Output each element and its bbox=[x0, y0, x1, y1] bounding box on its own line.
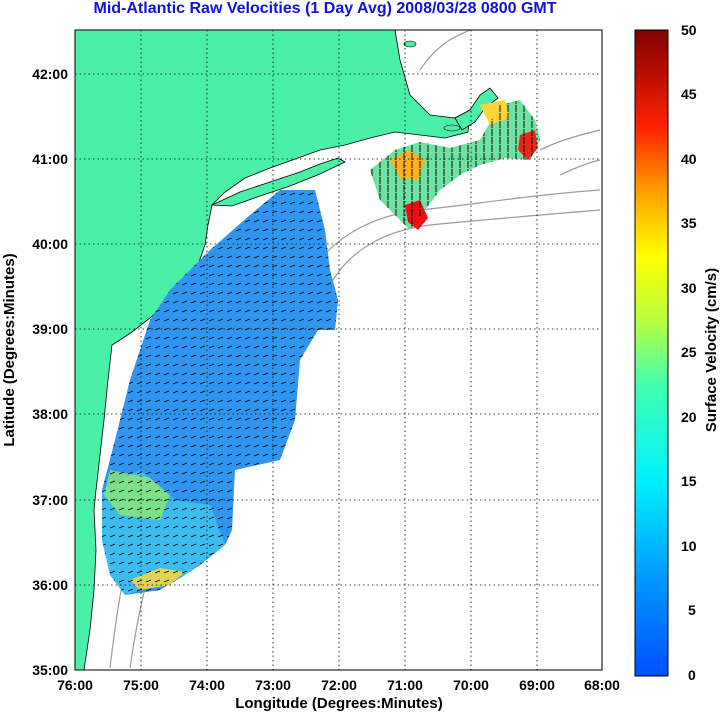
map-title: Mid-Atlantic Raw Velocities (1 Day Avg) … bbox=[93, 0, 557, 17]
colorbar bbox=[634, 29, 669, 677]
x-tick-label: 74:00 bbox=[189, 677, 225, 693]
colorbar-tick-label: 5 bbox=[688, 602, 696, 618]
velocity-field-south-arrows bbox=[102, 190, 338, 595]
x-tick-label: 70:00 bbox=[453, 677, 489, 693]
colorbar-tick-label: 30 bbox=[681, 280, 697, 296]
x-axis-ticks: 76:00 75:00 74:00 73:00 72:00 71:00 70:0… bbox=[57, 677, 620, 693]
y-tick-label: 39:00 bbox=[32, 321, 68, 337]
x-tick-label: 71:00 bbox=[387, 677, 423, 693]
long-island bbox=[211, 157, 346, 207]
colorbar-tick-label: 20 bbox=[681, 409, 697, 425]
colorbar-tick-label: 0 bbox=[688, 667, 696, 683]
x-tick-label: 75:00 bbox=[123, 677, 159, 693]
y-tick-label: 42:00 bbox=[32, 66, 68, 82]
colorbar-tick-label: 35 bbox=[681, 215, 697, 231]
colorbar-tick-label: 40 bbox=[681, 151, 697, 167]
y-tick-label: 38:00 bbox=[32, 406, 68, 422]
y-tick-label: 40:00 bbox=[32, 236, 68, 252]
y-axis-ticks: 42:00 41:00 40:00 39:00 38:00 37:00 36:0… bbox=[32, 66, 68, 678]
x-tick-label: 76:00 bbox=[57, 677, 93, 693]
grid-lines bbox=[75, 30, 602, 670]
colorbar-tick-label: 45 bbox=[681, 86, 697, 102]
colorbar-tick-label: 15 bbox=[681, 473, 697, 489]
island bbox=[443, 124, 461, 132]
x-axis-label: Longitude (Degrees:Minutes) bbox=[235, 695, 443, 712]
x-tick-label: 73:00 bbox=[255, 677, 291, 693]
y-tick-label: 36:00 bbox=[32, 577, 68, 593]
x-tick-label: 68:00 bbox=[584, 677, 620, 693]
map-layers bbox=[75, 30, 601, 670]
y-tick-label: 41:00 bbox=[32, 151, 68, 167]
colorbar-label: Surface Velocity (cm/s) bbox=[703, 268, 720, 432]
y-tick-label: 35:00 bbox=[32, 662, 68, 678]
y-axis-label: Latitude (Degrees:Minutes) bbox=[1, 253, 18, 446]
x-tick-label: 69:00 bbox=[519, 677, 555, 693]
plot-frame bbox=[74, 29, 603, 671]
colorbar-ticks: 50 45 40 35 30 25 20 15 10 5 0 bbox=[681, 22, 697, 683]
x-tick-label: 72:00 bbox=[321, 677, 357, 693]
colorbar-tick-label: 25 bbox=[681, 344, 697, 360]
colorbar-tick-label: 10 bbox=[681, 538, 697, 554]
colorbar-tick-label: 50 bbox=[681, 22, 697, 38]
cape-cod bbox=[454, 87, 499, 131]
island bbox=[403, 40, 417, 48]
y-tick-label: 37:00 bbox=[32, 492, 68, 508]
velocity-field-north-arrows bbox=[370, 100, 540, 230]
